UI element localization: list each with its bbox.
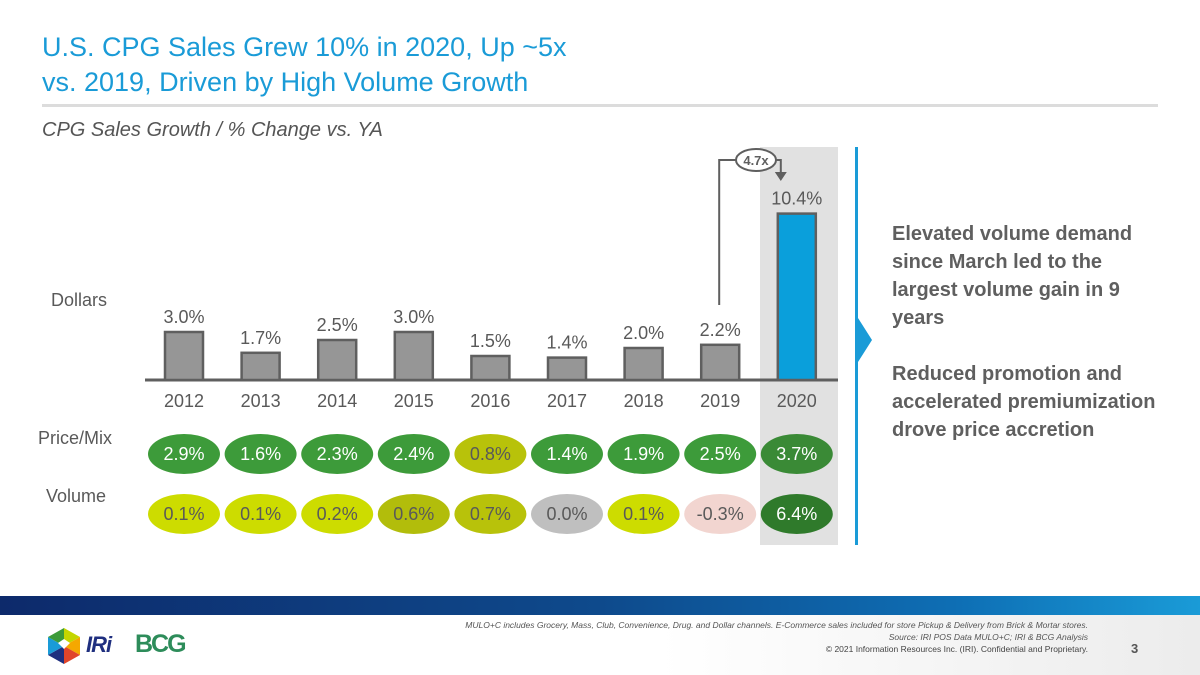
footer-background (0, 615, 1200, 675)
slide-title: U.S. CPG Sales Grew 10% in 2020, Up ~5x … (42, 30, 567, 100)
price-mix-value-2019: 2.5% (700, 444, 741, 464)
price-mix-pill-2017 (531, 434, 603, 474)
price-mix-pill-2016 (454, 434, 527, 474)
bar-2019 (699, 343, 741, 382)
x-tick-label-2017: 2017 (547, 391, 587, 411)
price-mix-value-2012: 2.9% (163, 444, 204, 464)
takeaway-volume: Elevated volume demand since March led t… (892, 223, 1133, 329)
bar-value-label-2019: 2.2% (700, 320, 741, 340)
x-tick-label-2013: 2013 (241, 391, 281, 411)
x-tick-label-2012: 2012 (164, 391, 204, 411)
bcg-logo: BCG (135, 630, 187, 658)
page-number: 3 (1131, 641, 1139, 656)
volume-value-2012: 0.1% (163, 504, 204, 524)
price-mix-value-2017: 1.4% (546, 444, 587, 464)
volume-value-2018: 0.1% (623, 504, 664, 524)
volume-value-2016: 0.7% (470, 504, 511, 524)
bar-value-label-2016: 1.5% (470, 331, 511, 351)
x-tick-label-2015: 2015 (394, 391, 434, 411)
bar-value-label-2015: 3.0% (393, 307, 434, 327)
volume-value-2015: 0.6% (393, 504, 434, 524)
volume-pill-2015 (377, 494, 450, 534)
volume-pill-2018 (607, 494, 680, 534)
connector-arrowhead-icon (774, 172, 787, 181)
price-mix-value-2016: 0.8% (470, 444, 511, 464)
price-mix-value-2013: 1.6% (240, 444, 281, 464)
volume-pill-2020 (760, 494, 833, 534)
bar-2014 (316, 338, 358, 382)
footer-band (0, 596, 1200, 615)
bar-2012 (163, 330, 205, 382)
bar-value-label-2020: 10.4% (771, 189, 822, 209)
volume-value-2013: 0.1% (240, 504, 281, 524)
price-mix-pill-2013 (224, 434, 297, 474)
divider-arrow-icon (858, 318, 872, 362)
x-tick-label-2014: 2014 (317, 391, 357, 411)
chart-subtitle: CPG Sales Growth / % Change vs. YA (42, 119, 383, 141)
volume-value-2020: 6.4% (776, 504, 817, 524)
row-label-dollars: Dollars (51, 290, 108, 310)
row-label-price-mix: Price/Mix (38, 428, 113, 448)
volume-pill-2019 (684, 494, 757, 534)
title-line-2: vs. 2019, Driven by High Volume Growth (42, 67, 529, 97)
volume-pill-2017 (531, 494, 603, 534)
bar-value-label-2018: 2.0% (623, 323, 664, 343)
footnote-source: Source: IRI POS Data MULO+C; IRI & BCG A… (888, 632, 1088, 642)
bar-value-label-2017: 1.4% (546, 333, 587, 353)
row-label-volume: Volume (46, 486, 107, 506)
multiplier-badge (735, 148, 777, 172)
price-mix-value-2015: 2.4% (393, 444, 434, 464)
price-mix-pill-2014 (301, 434, 374, 474)
section-divider (855, 147, 858, 545)
footnote-channels: MULO+C includes Grocery, Mass, Club, Con… (465, 620, 1088, 630)
volume-value-2017: 0.0% (546, 504, 587, 524)
bar-2017 (546, 356, 588, 382)
price-mix-value-2020: 3.7% (776, 444, 817, 464)
title-divider (42, 104, 1158, 107)
multiplier-label: 4.7x (743, 153, 769, 168)
volume-pill-2013 (224, 494, 297, 534)
price-mix-value-2018: 1.9% (623, 444, 664, 464)
price-mix-pill-2018 (607, 434, 680, 474)
x-tick-label-2016: 2016 (470, 391, 510, 411)
volume-pill-2016 (454, 494, 527, 534)
volume-pill-2012 (148, 494, 220, 534)
volume-value-2019: -0.3% (697, 504, 744, 524)
bar-2013 (240, 351, 281, 382)
bar-value-label-2013: 1.7% (240, 328, 281, 348)
x-tick-label-2020: 2020 (777, 391, 817, 411)
x-tick-label-2019: 2019 (700, 391, 740, 411)
price-mix-pill-2015 (377, 434, 450, 474)
bar-2020 (776, 212, 818, 382)
bar-value-label-2012: 3.0% (163, 307, 204, 327)
bar-value-label-2014: 2.5% (317, 315, 358, 335)
x-tick-label-2018: 2018 (624, 391, 664, 411)
iri-logo-text: IRi (86, 632, 112, 657)
growth-connector (718, 159, 782, 305)
price-mix-pill-2012 (148, 434, 220, 474)
bar-2018 (623, 346, 664, 382)
title-line-1: U.S. CPG Sales Grew 10% in 2020, Up ~5x (42, 32, 567, 62)
bar-2015 (393, 330, 435, 382)
volume-value-2014: 0.2% (317, 504, 358, 524)
iri-logo-icon (48, 628, 80, 664)
price-mix-value-2014: 2.3% (317, 444, 358, 464)
volume-pill-2014 (301, 494, 374, 534)
copyright-text: © 2021 Information Resources Inc. (IRI).… (825, 644, 1088, 654)
takeaway-price: Reduced promotion and accelerated premiu… (892, 363, 1156, 441)
price-mix-pill-2019 (684, 434, 757, 474)
price-mix-pill-2020 (760, 434, 833, 474)
bar-2016 (470, 354, 511, 382)
